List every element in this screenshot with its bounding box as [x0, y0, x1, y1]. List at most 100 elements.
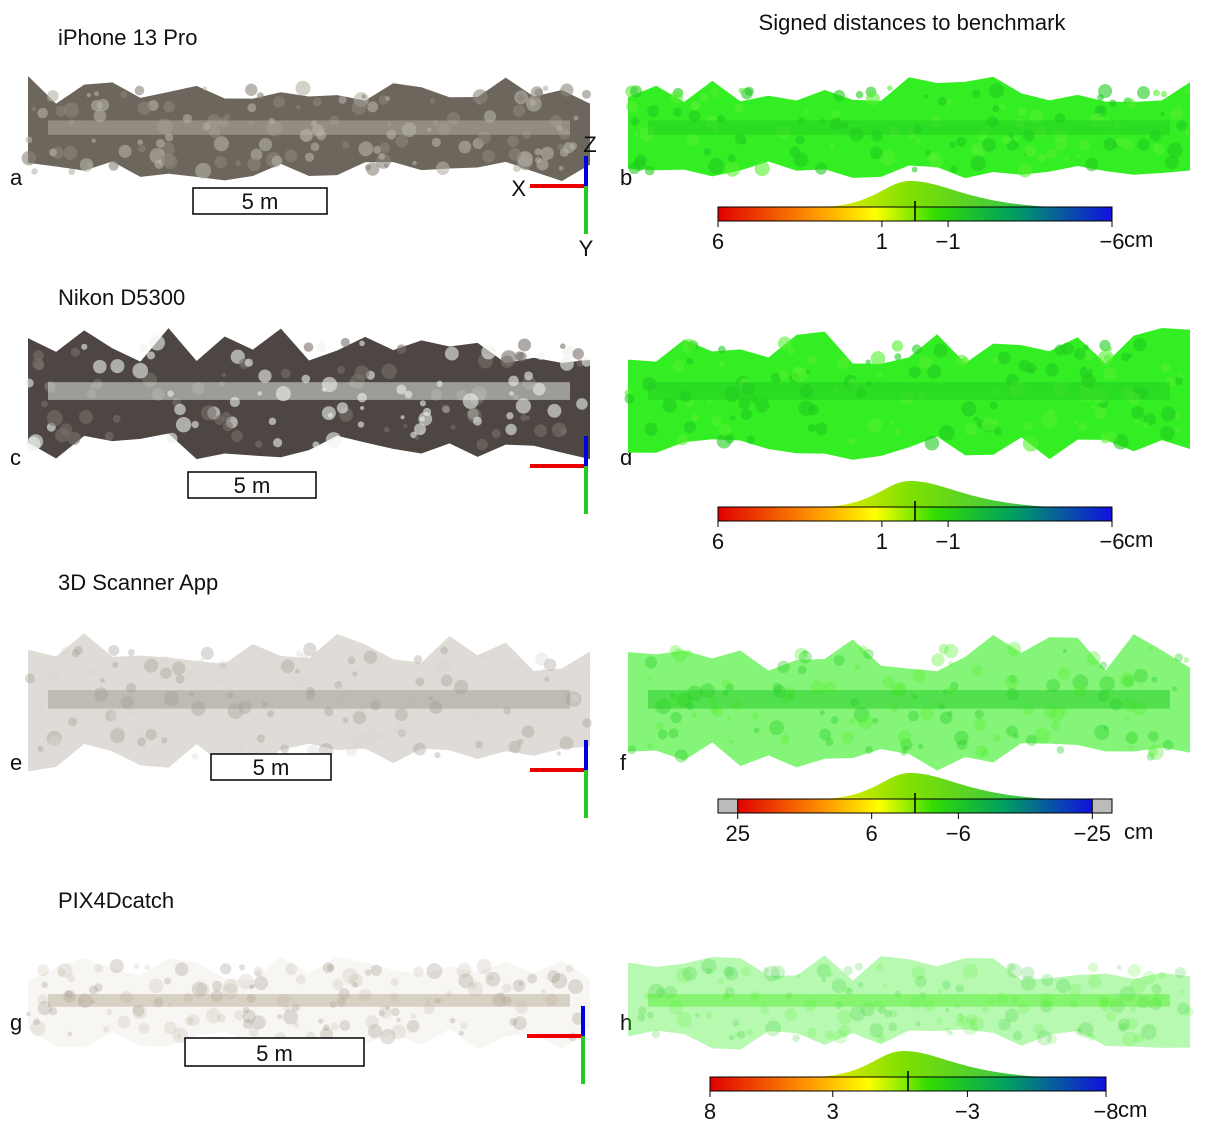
- figure-title: Signed distances to benchmark: [759, 10, 1067, 35]
- colorbar-tick-label: −6: [1099, 229, 1124, 254]
- point-cloud-speck: [322, 406, 336, 420]
- distance-map-speck: [808, 356, 818, 366]
- point-cloud-speck: [71, 348, 80, 357]
- distance-map-speck: [708, 158, 724, 174]
- distance-map-speck: [947, 711, 952, 716]
- distance-map-speck: [1099, 676, 1114, 691]
- distance-map-speck: [1084, 351, 1094, 361]
- point-cloud-speck: [413, 966, 424, 977]
- distance-map-speck: [843, 966, 853, 976]
- distance-map-speck: [892, 340, 903, 351]
- point-cloud-speck: [358, 421, 364, 427]
- point-cloud-speck: [259, 138, 272, 151]
- row-title: 3D Scanner App: [58, 570, 218, 595]
- point-cloud-speck: [420, 400, 426, 406]
- distance-map-speck: [645, 166, 655, 176]
- point-cloud-band: [48, 382, 570, 400]
- point-cloud-speck: [22, 151, 36, 165]
- distance-map-speck: [1017, 107, 1026, 116]
- scale-bar-label: 5 m: [256, 1041, 293, 1066]
- point-cloud-speck: [160, 667, 172, 679]
- point-cloud-speck: [391, 1008, 399, 1016]
- distance-map-speck: [778, 337, 792, 351]
- point-cloud-speck: [381, 364, 396, 379]
- point-cloud-speck: [30, 1021, 45, 1036]
- distance-map-speck: [998, 352, 1011, 365]
- point-cloud-speck: [352, 100, 367, 115]
- point-cloud-speck: [535, 157, 541, 163]
- point-cloud-speck: [64, 102, 79, 117]
- point-cloud-speck: [105, 432, 114, 441]
- distance-map-speck: [712, 416, 722, 426]
- point-cloud-speck: [326, 432, 342, 448]
- point-cloud-speck: [113, 415, 121, 423]
- point-cloud-speck: [323, 1024, 330, 1031]
- distance-map-speck: [1183, 657, 1189, 663]
- distance-map-speck: [1118, 1018, 1130, 1030]
- distance-map-speck: [647, 743, 653, 749]
- distance-map-speck: [949, 142, 955, 148]
- distance-map-speck: [960, 1016, 968, 1024]
- distance-map-speck: [647, 105, 659, 117]
- point-cloud-speck: [384, 427, 390, 433]
- distance-map-speck: [1172, 686, 1177, 691]
- distance-map-speck: [760, 1006, 769, 1015]
- point-cloud-speck: [534, 424, 547, 437]
- distance-map-speck: [956, 137, 966, 147]
- distance-map-speck: [912, 167, 918, 173]
- distance-map-speck: [1185, 131, 1191, 137]
- point-cloud-speck: [281, 369, 291, 379]
- point-cloud-speck: [281, 659, 295, 673]
- distance-map-speck: [1100, 662, 1108, 670]
- distance-map-speck: [792, 1034, 800, 1042]
- point-cloud-speck: [80, 158, 94, 172]
- distance-map-speck: [1122, 138, 1134, 150]
- point-cloud-speck: [320, 723, 325, 728]
- point-cloud-speck: [441, 404, 450, 413]
- distance-map-speck: [634, 133, 638, 137]
- distance-map-speck: [1160, 426, 1175, 441]
- distance-map-speck: [691, 712, 697, 718]
- point-cloud-speck: [61, 646, 70, 655]
- distance-map-speck: [683, 967, 697, 981]
- point-cloud-speck: [459, 141, 472, 154]
- point-cloud-speck: [457, 963, 472, 978]
- distance-map-speck: [820, 710, 825, 715]
- distance-map-speck: [1175, 413, 1182, 420]
- distance-map-speck: [689, 110, 701, 122]
- distance-map-speck: [700, 93, 709, 102]
- point-cloud-speck: [176, 675, 185, 684]
- distance-map-speck: [754, 728, 760, 734]
- point-cloud-speck: [557, 751, 561, 755]
- point-cloud-speck: [31, 106, 36, 111]
- point-cloud-speck: [574, 116, 579, 121]
- distance-map-speck: [993, 734, 1001, 742]
- point-cloud-speck: [26, 1012, 30, 1016]
- point-cloud-speck: [199, 658, 204, 663]
- distance-map-speck: [1176, 120, 1187, 131]
- point-cloud-speck: [103, 1026, 109, 1032]
- point-cloud-speck: [473, 417, 482, 426]
- point-cloud-speck: [552, 423, 567, 438]
- distance-map-speck: [945, 1008, 949, 1012]
- distance-map-speck: [982, 418, 995, 431]
- point-cloud-speck: [105, 739, 113, 747]
- distance-map-speck: [1148, 731, 1159, 742]
- distance-map-speck: [626, 101, 637, 112]
- colorbar-tick-label: −1: [936, 229, 961, 254]
- point-cloud-speck: [513, 979, 526, 992]
- point-cloud-speck: [509, 1018, 517, 1026]
- point-cloud-speck: [571, 695, 578, 702]
- point-cloud-speck: [385, 96, 390, 101]
- distance-map-speck: [1045, 363, 1058, 376]
- point-cloud-speck: [258, 369, 271, 382]
- point-cloud-speck: [285, 963, 297, 975]
- point-cloud-speck: [332, 979, 343, 990]
- distance-map-speck: [915, 976, 927, 988]
- distance-map-speck: [684, 421, 696, 433]
- point-cloud-speck: [516, 398, 531, 413]
- point-cloud-speck: [212, 981, 222, 991]
- point-cloud-speck: [302, 375, 311, 384]
- panel-label: e: [10, 750, 22, 775]
- point-cloud-speck: [364, 650, 377, 663]
